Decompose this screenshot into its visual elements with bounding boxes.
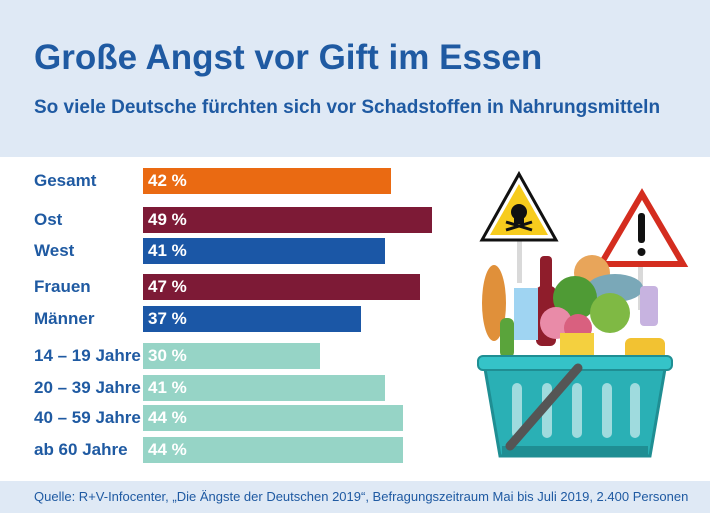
category-label: Gesamt — [34, 171, 97, 190]
bar-8 — [143, 437, 403, 463]
value-label: 44 % — [148, 408, 187, 427]
bar-1 — [143, 207, 432, 233]
bar-3 — [143, 274, 420, 300]
chart-title: Große Angst vor Gift im Essen — [34, 38, 543, 77]
category-label: Männer — [34, 309, 95, 328]
value-label: 49 % — [148, 210, 187, 229]
bar-2 — [143, 238, 385, 264]
food-basket-with-warning-signs-icon — [477, 170, 689, 458]
category-label: 14 – 19 Jahre — [34, 346, 141, 365]
chart-subtitle: So viele Deutsche fürchten sich vor Scha… — [34, 97, 661, 118]
bar-6 — [143, 375, 385, 401]
category-label: Frauen — [34, 277, 91, 296]
bar-7 — [143, 405, 403, 431]
category-label: 40 – 59 Jahre — [34, 408, 141, 427]
value-label: 41 % — [148, 241, 187, 260]
value-label: 42 % — [148, 171, 187, 190]
value-label: 47 % — [148, 277, 187, 296]
value-label: 44 % — [148, 440, 187, 459]
category-label: Ost — [34, 210, 63, 229]
footer-banner: Quelle: R+V-Infocenter, „Die Ängste der … — [0, 481, 710, 513]
source-note: Quelle: R+V-Infocenter, „Die Ängste der … — [34, 489, 689, 504]
bar-5 — [143, 343, 320, 369]
category-label: ab 60 Jahre — [34, 440, 128, 459]
bar-0 — [143, 168, 391, 194]
category-label: 20 – 39 Jahre — [34, 378, 141, 397]
header-banner: Große Angst vor Gift im Essen So viele D… — [0, 0, 710, 157]
value-label: 37 % — [148, 309, 187, 328]
category-label: West — [34, 241, 75, 260]
bar-4 — [143, 306, 361, 332]
value-label: 30 % — [148, 346, 187, 365]
value-label: 41 % — [148, 378, 187, 397]
